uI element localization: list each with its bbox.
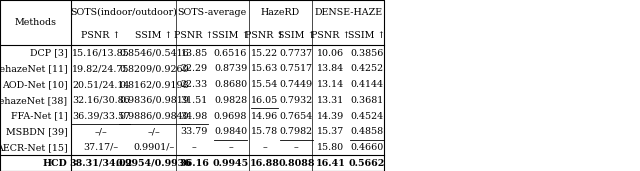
Text: –: – bbox=[228, 143, 233, 152]
Text: 14.39: 14.39 bbox=[317, 111, 344, 121]
Text: 0.4252: 0.4252 bbox=[351, 64, 383, 73]
Text: 10.06: 10.06 bbox=[317, 49, 344, 58]
Text: –: – bbox=[294, 143, 299, 152]
Text: 16.05: 16.05 bbox=[251, 96, 278, 105]
Text: HCD: HCD bbox=[43, 159, 68, 168]
Text: PSNR ↑: PSNR ↑ bbox=[175, 31, 214, 40]
Text: 37.17/–: 37.17/– bbox=[84, 143, 118, 152]
Text: 0.9954/0.9936: 0.9954/0.9936 bbox=[116, 159, 192, 168]
Text: 0.3681: 0.3681 bbox=[350, 96, 383, 105]
Text: 13.84: 13.84 bbox=[317, 64, 344, 73]
Text: 13.31: 13.31 bbox=[317, 96, 344, 105]
Text: 0.4858: 0.4858 bbox=[351, 127, 383, 136]
Text: 16.41: 16.41 bbox=[316, 159, 346, 168]
Text: Methods: Methods bbox=[14, 18, 56, 27]
Text: 15.80: 15.80 bbox=[317, 143, 344, 152]
Text: 0.9840: 0.9840 bbox=[214, 127, 247, 136]
Text: 38.31/34.02: 38.31/34.02 bbox=[70, 159, 132, 168]
Text: 0.7517: 0.7517 bbox=[280, 64, 313, 73]
Text: 0.7932: 0.7932 bbox=[280, 96, 313, 105]
Text: DCP [3]: DCP [3] bbox=[30, 49, 68, 58]
Bar bbox=[0, 0, 385, 171]
Text: 0.7982: 0.7982 bbox=[280, 127, 313, 136]
Text: 22.33: 22.33 bbox=[180, 80, 208, 89]
Text: 15.16/13.85: 15.16/13.85 bbox=[72, 49, 130, 58]
Text: –/–: –/– bbox=[95, 127, 108, 136]
Text: 0.3856: 0.3856 bbox=[350, 49, 383, 58]
Text: 0.7449: 0.7449 bbox=[280, 80, 313, 89]
Text: AOD-Net [10]: AOD-Net [10] bbox=[2, 80, 68, 89]
Text: 32.16/30.86: 32.16/30.86 bbox=[72, 96, 130, 105]
Text: 0.8739: 0.8739 bbox=[214, 64, 247, 73]
Text: 34.98: 34.98 bbox=[180, 111, 208, 121]
Text: –: – bbox=[262, 143, 267, 152]
Text: 0.9836/0.9819: 0.9836/0.9819 bbox=[119, 96, 189, 105]
Text: 0.7737: 0.7737 bbox=[280, 49, 313, 58]
Text: 0.8162/0.9198: 0.8162/0.9198 bbox=[119, 80, 189, 89]
Text: DENSE-HAZE: DENSE-HAZE bbox=[314, 8, 383, 17]
Text: HazeRD: HazeRD bbox=[261, 8, 300, 17]
Text: DehazeNet [11]: DehazeNet [11] bbox=[0, 64, 68, 73]
Text: 22.29: 22.29 bbox=[180, 64, 208, 73]
Text: 16.88: 16.88 bbox=[250, 159, 280, 168]
Text: –/–: –/– bbox=[147, 127, 160, 136]
Text: 0.8209/0.9269: 0.8209/0.9269 bbox=[119, 64, 189, 73]
Text: 15.22: 15.22 bbox=[251, 49, 278, 58]
Text: 31.51: 31.51 bbox=[180, 96, 208, 105]
Text: 0.9886/0.9840: 0.9886/0.9840 bbox=[119, 111, 189, 121]
Text: 0.9901/–: 0.9901/– bbox=[133, 143, 175, 152]
Text: 33.79: 33.79 bbox=[180, 127, 208, 136]
Text: 0.4524: 0.4524 bbox=[351, 111, 383, 121]
Text: SOTS(indoor/outdoor): SOTS(indoor/outdoor) bbox=[70, 8, 177, 17]
Text: PSNR ↑: PSNR ↑ bbox=[81, 31, 121, 40]
Text: 0.9945: 0.9945 bbox=[212, 159, 248, 168]
Text: 14.96: 14.96 bbox=[251, 111, 278, 121]
Text: 15.63: 15.63 bbox=[251, 64, 278, 73]
Text: 13.14: 13.14 bbox=[317, 80, 344, 89]
Text: 36.39/33.57: 36.39/33.57 bbox=[72, 111, 130, 121]
Text: SSIM ↑: SSIM ↑ bbox=[278, 31, 315, 40]
Text: 13.85: 13.85 bbox=[180, 49, 208, 58]
Text: 0.9698: 0.9698 bbox=[214, 111, 247, 121]
Text: MSBDN [39]: MSBDN [39] bbox=[6, 127, 68, 136]
Text: 0.6516: 0.6516 bbox=[214, 49, 247, 58]
Text: 20.51/24.14: 20.51/24.14 bbox=[72, 80, 130, 89]
Text: 15.78: 15.78 bbox=[251, 127, 278, 136]
Text: 0.8546/0.5416: 0.8546/0.5416 bbox=[119, 49, 189, 58]
Text: 15.37: 15.37 bbox=[317, 127, 344, 136]
Text: 36.16: 36.16 bbox=[179, 159, 209, 168]
Text: AECR-Net [15]: AECR-Net [15] bbox=[0, 143, 68, 152]
Text: FFA-Net [1]: FFA-Net [1] bbox=[11, 111, 68, 121]
Text: 15.54: 15.54 bbox=[251, 80, 278, 89]
Text: 0.7654: 0.7654 bbox=[280, 111, 313, 121]
Text: –: – bbox=[192, 143, 196, 152]
Text: PSNR ↑: PSNR ↑ bbox=[311, 31, 351, 40]
Text: 0.9828: 0.9828 bbox=[214, 96, 247, 105]
Text: 0.5662: 0.5662 bbox=[349, 159, 385, 168]
Text: GridDehazeNet [38]: GridDehazeNet [38] bbox=[0, 96, 68, 105]
Text: 0.4660: 0.4660 bbox=[350, 143, 383, 152]
Text: 0.8680: 0.8680 bbox=[214, 80, 247, 89]
Text: 0.8088: 0.8088 bbox=[278, 159, 315, 168]
Text: PSNR ↑: PSNR ↑ bbox=[245, 31, 284, 40]
Text: 19.82/24.75: 19.82/24.75 bbox=[72, 64, 130, 73]
Text: SSIM ↑: SSIM ↑ bbox=[348, 31, 386, 40]
Text: SSIM ↑: SSIM ↑ bbox=[135, 31, 173, 40]
Text: SSIM ↑: SSIM ↑ bbox=[212, 31, 249, 40]
Text: SOTS-average: SOTS-average bbox=[178, 8, 247, 17]
Text: 0.4144: 0.4144 bbox=[351, 80, 383, 89]
